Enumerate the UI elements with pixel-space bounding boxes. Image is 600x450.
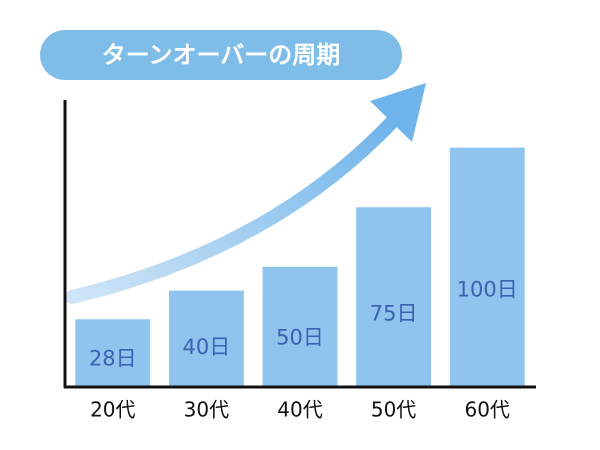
- bar: [356, 207, 432, 386]
- bar: [449, 147, 525, 386]
- bar: [262, 266, 338, 386]
- x-tick-label: 50代: [371, 398, 416, 422]
- trend-arrow-shaft: [65, 115, 399, 304]
- x-tick-label: 60代: [464, 398, 509, 422]
- title-pill: [40, 30, 402, 80]
- value-label: 28日: [89, 346, 137, 370]
- bar: [168, 290, 244, 386]
- bar: [75, 319, 151, 386]
- x-tick-label: 30代: [184, 398, 229, 422]
- value-label: 75日: [370, 302, 418, 326]
- trend-arrow-head: [370, 83, 426, 142]
- chart-title: ターンオーバーの周期: [102, 41, 341, 69]
- value-label: 40日: [183, 335, 231, 359]
- x-tick-label: 40代: [277, 398, 322, 422]
- value-label: 100日: [457, 278, 518, 302]
- plot: 28日 20代 40日 30代 50日 40代 75日 50代 100日 60代: [75, 147, 525, 422]
- value-label: 50日: [276, 325, 324, 349]
- x-tick-label: 20代: [90, 398, 135, 422]
